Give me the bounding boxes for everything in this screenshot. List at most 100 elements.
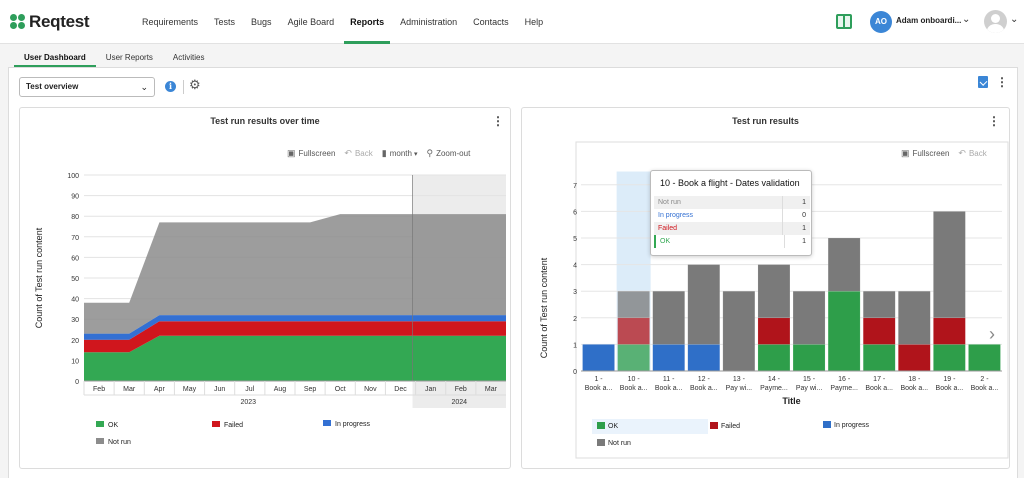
nav-item-help[interactable]: Help — [524, 17, 544, 27]
book-icon[interactable] — [836, 14, 852, 29]
tab-user-dashboard[interactable]: User Dashboard — [14, 51, 96, 67]
year-label: 2023 — [240, 399, 256, 406]
fullscreen-button[interactable]: ▣ Fullscreen — [901, 148, 949, 159]
kebab-icon[interactable]: ⋮ — [996, 75, 1008, 89]
info-icon[interactable]: i — [165, 81, 176, 92]
x-tick-label: 18 - — [908, 376, 921, 383]
legend-label: Not run — [608, 440, 631, 447]
fullscreen-button[interactable]: ▣ Fullscreen — [287, 148, 335, 159]
nav-item-reports[interactable]: Reports — [342, 0, 392, 44]
tooltip-value: 0 — [802, 212, 806, 219]
y-tick-label: 70 — [71, 235, 79, 242]
legend-swatch — [212, 421, 220, 427]
kebab-icon[interactable]: ⋮ — [492, 114, 504, 128]
kebab-icon[interactable]: ⋮ — [988, 114, 1000, 128]
user-icon[interactable] — [984, 10, 1007, 33]
nav-item-bugs[interactable]: Bugs — [251, 17, 272, 27]
y-axis-title: Count of Test run content — [539, 257, 549, 358]
chevron-down-icon[interactable]: ⌄ — [962, 14, 971, 25]
y-tick-label: 0 — [75, 379, 79, 386]
legend-label: Failed — [224, 422, 243, 429]
x-tick-label: Book a... — [585, 385, 613, 392]
x-tick-label: Book a... — [900, 385, 928, 392]
nav-item-administration[interactable]: Administration — [400, 17, 458, 27]
logo-text: Reqtest — [29, 12, 90, 31]
legend-highlight — [592, 419, 708, 434]
bar-segment-ok — [827, 290, 861, 372]
legend-swatch — [597, 439, 605, 446]
y-tick-label: 80 — [71, 214, 79, 221]
gear-icon[interactable]: ⚙ — [189, 77, 201, 92]
x-tick-label: 13 - — [733, 376, 746, 383]
export-icon[interactable] — [978, 76, 988, 88]
y-tick-label: 2 — [573, 316, 577, 323]
nav-item-contacts[interactable]: Contacts — [473, 17, 509, 27]
dashboard-select[interactable]: Test overview ⌄ — [19, 77, 155, 97]
legend-label: In progress — [335, 421, 371, 428]
x-tick-label: 14 - — [768, 376, 781, 383]
x-tick-label: May — [183, 386, 197, 393]
bar-segment-not-run — [933, 211, 966, 319]
bar-segment-not-run — [687, 264, 721, 345]
chevron-down-icon[interactable]: ⌄ — [1010, 14, 1019, 25]
chart-title: Test run results over time — [210, 116, 320, 126]
legend-label: OK — [608, 423, 618, 430]
y-tick-label: 7 — [573, 183, 577, 190]
x-tick-label: 12 - — [698, 376, 711, 383]
x-tick-label: 19 - — [943, 376, 956, 383]
zoom-out-button[interactable]: ⚲ Zoom-out — [426, 148, 470, 159]
x-tick-label: Book a... — [971, 385, 999, 392]
chart-toolbar: ▣ Fullscreen ↶ Back — [892, 148, 987, 159]
legend-swatch — [597, 422, 605, 429]
dashboard-frame: Test overview ⌄ i ⚙ ⋮ Test run results o… — [8, 67, 1018, 478]
bar-segment-failed — [617, 317, 650, 345]
chart-title: Test run results — [732, 116, 799, 126]
area-series-not-run — [84, 214, 506, 334]
nav-item-requirements[interactable]: Requirements — [142, 17, 199, 27]
legend-label: OK — [108, 422, 118, 429]
y-tick-label: 6 — [573, 209, 577, 216]
tooltip-label: OK — [660, 238, 671, 245]
x-tick-label: 2 - — [980, 376, 989, 383]
nav-item-agile-board[interactable]: Agile Board — [287, 17, 335, 27]
x-tick-label: 16 - — [838, 376, 851, 383]
tab-activities[interactable]: Activities — [172, 53, 205, 62]
back-button[interactable]: ↶ Back — [958, 148, 986, 159]
period-dropdown[interactable]: ▮ month ▾ — [382, 148, 418, 159]
bar-segment-not-run — [827, 237, 861, 292]
x-tick-label: Mar — [485, 386, 498, 393]
bar-segment-ok — [933, 344, 966, 372]
dashboard-select-value: Test overview — [26, 82, 79, 91]
user-name[interactable]: Adam onboardi... — [896, 16, 962, 25]
x-tick-label: Oct — [335, 386, 346, 393]
nav-item-tests[interactable]: Tests — [214, 17, 236, 27]
tab-user-reports[interactable]: User Reports — [105, 53, 153, 62]
y-tick-label: 4 — [573, 263, 577, 270]
bar-segment-not-run — [652, 290, 685, 345]
x-tick-label: Nov — [364, 386, 377, 393]
fullscreen-label: Fullscreen — [912, 149, 950, 158]
logo[interactable]: Reqtest — [10, 12, 90, 32]
tooltip-value: 1 — [802, 199, 806, 206]
chevron-right-icon: › — [989, 324, 995, 344]
x-tick-label: Jun — [214, 386, 225, 393]
x-tick-label: Book a... — [936, 385, 964, 392]
fullscreen-icon: ▣ — [901, 148, 910, 158]
chart-toolbar: ▣ Fullscreen ↶ Back ▮ month ▾ ⚲ Zoom-out — [278, 148, 470, 159]
zoom-out-label: Zoom-out — [436, 149, 471, 158]
divider — [183, 80, 184, 94]
x-tick-label: 17 - — [873, 376, 886, 383]
chart-panel-over-time: Test run results over time ⋮ ▣ Fullscree… — [19, 107, 511, 469]
year-label: 2024 — [451, 399, 467, 406]
avatar[interactable]: AO — [870, 11, 892, 33]
back-button[interactable]: ↶ Back — [344, 148, 372, 159]
y-tick-label: 10 — [71, 358, 79, 365]
tooltip-row: Not run 1 — [654, 196, 810, 209]
legend-swatch — [710, 422, 718, 429]
x-tick-label: Payme... — [760, 385, 788, 392]
x-tick-label: Sep — [304, 386, 317, 393]
x-tick-label: Feb — [455, 386, 467, 393]
x-tick-label: Mar — [123, 386, 136, 393]
clover-icon — [10, 14, 26, 30]
x-tick-label: 11 - — [663, 376, 675, 383]
